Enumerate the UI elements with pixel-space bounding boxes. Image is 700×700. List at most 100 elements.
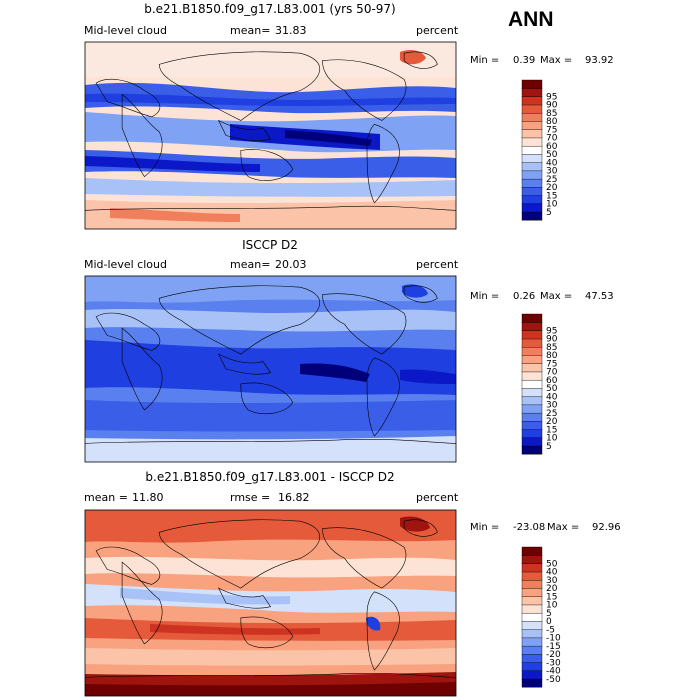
panel-model-units: percent xyxy=(416,24,459,37)
colorbar-diff-level-label: -5 xyxy=(546,625,555,635)
panel-diff-rmse: 16.82 xyxy=(278,491,310,504)
model-greenland-peak xyxy=(400,50,426,65)
colorbar-diff-level-label: -40 xyxy=(546,667,561,677)
panel-model-min-label: Min = xyxy=(470,55,500,66)
obs-antarctic xyxy=(85,436,456,462)
model-sh-dark xyxy=(85,156,260,172)
model-coastline-4 xyxy=(240,149,294,181)
colorbar-diff-swatch-11 xyxy=(521,587,543,597)
colorbar-obs-swatch-9 xyxy=(521,371,543,381)
colorbar-obs-swatch-7 xyxy=(521,387,543,397)
model-map-frame xyxy=(84,41,457,230)
colorbar-diff-swatch-8 xyxy=(521,612,543,622)
colorbar-model-swatch-6 xyxy=(521,162,543,172)
colorbar-diff-swatch-6 xyxy=(521,629,543,639)
colorbar-obs-swatch-16 xyxy=(521,313,543,323)
colorbar-model-level-label: 60 xyxy=(546,142,558,152)
colorbar-diff-swatch-4 xyxy=(521,645,543,655)
colorbar-model-swatch-11 xyxy=(521,120,543,130)
panel-model-min: 0.39 xyxy=(513,55,536,66)
colorbar-obs-swatch-15 xyxy=(521,322,543,331)
colorbar-diff-swatch-12 xyxy=(521,579,543,589)
colorbar-diff-level-label: 5 xyxy=(546,609,552,619)
colorbar-obs-swatch-6 xyxy=(521,396,543,406)
panel-model-mean-label: mean= xyxy=(230,24,271,37)
diff-coastline-2 xyxy=(158,519,321,589)
colorbar-obs-swatch-5 xyxy=(521,404,543,414)
panel-obs-min-label: Min = xyxy=(470,291,500,302)
colorbar-obs-swatch-8 xyxy=(521,379,543,389)
colorbar-diff-swatch-7 xyxy=(521,620,543,630)
colorbar-obs-level-label: 90 xyxy=(546,335,558,345)
season-label: ANN xyxy=(508,8,554,31)
obs-coastline-2 xyxy=(158,285,321,355)
colorbar-obs-level-label: 30 xyxy=(546,401,558,411)
colorbar-model-swatch-15 xyxy=(521,88,543,97)
colorbar-diff-level-label: 15 xyxy=(546,592,557,602)
model-coastline-1 xyxy=(121,93,163,178)
colorbar-model-level-label: 10 xyxy=(546,200,558,210)
obs-coastline-6 xyxy=(366,357,400,437)
colorbar-obs-swatch-14 xyxy=(521,330,543,340)
model-nh-core xyxy=(85,93,456,106)
diff-sh-core xyxy=(150,624,320,635)
colorbar-obs-swatch-12 xyxy=(521,346,543,356)
colorbar-obs-swatch-10 xyxy=(521,363,543,373)
colorbar-model-swatch-1 xyxy=(521,203,543,213)
model-coastline-2 xyxy=(158,51,321,121)
colorbar-model-level-label: 70 xyxy=(546,134,558,144)
colorbar-obs-swatch-4 xyxy=(521,412,543,422)
colorbar-obs-level-label: 70 xyxy=(546,368,558,378)
diff-coastline-0 xyxy=(95,546,161,585)
colorbar-obs-level-label: 75 xyxy=(546,359,557,369)
model-coastline-6 xyxy=(366,123,400,204)
panel-obs-max: 47.53 xyxy=(585,291,614,302)
colorbar-model-level-label: 20 xyxy=(546,183,558,193)
colorbar-diff-level-label: -15 xyxy=(546,642,561,652)
panel-obs-variable: Mid-level cloud xyxy=(84,258,167,271)
model-coastline-5 xyxy=(322,59,407,121)
model-coastline-7 xyxy=(403,51,438,69)
colorbar-obs-level-label: 80 xyxy=(546,351,558,361)
colorbar-diff-level-label: 10 xyxy=(546,601,558,611)
colorbar-diff-swatch-1 xyxy=(521,670,543,680)
panel-obs-units: percent xyxy=(416,258,459,271)
colorbar-model-swatch-0 xyxy=(521,211,543,221)
colorbar-obs-swatch-1 xyxy=(521,437,543,447)
panel-obs-mean: 20.03 xyxy=(275,258,307,271)
obs-coastline-1 xyxy=(121,327,163,411)
colorbar-obs-swatch-0 xyxy=(521,445,543,455)
model-antarctic xyxy=(85,200,456,229)
colorbar-model-swatch-8 xyxy=(521,145,543,155)
colorbar-diff-level-label: -30 xyxy=(546,658,561,668)
model-nh-storm-band xyxy=(85,82,456,114)
colorbar-obs-level-label: 25 xyxy=(546,409,557,419)
panel-diff-title: b.e21.B1850.f09_g17.L83.001 - ISCCP D2 xyxy=(145,470,395,484)
colorbar-diff-level-label: 50 xyxy=(546,559,558,569)
colorbar-diff-level-label: 30 xyxy=(546,576,558,586)
obs-map-frame xyxy=(84,275,457,463)
diff-coastline-8 xyxy=(84,673,457,678)
obs-sh-band xyxy=(85,400,456,432)
colorbar-diff-swatch-14 xyxy=(521,563,543,573)
obs-coastline-7 xyxy=(403,285,438,303)
colorbar-model-swatch-2 xyxy=(521,195,543,205)
panel-model-max: 93.92 xyxy=(585,55,614,66)
diff-coastline-3 xyxy=(217,587,271,609)
obs-coastline-5 xyxy=(322,293,407,355)
colorbar-model-level-label: 50 xyxy=(546,150,558,160)
colorbar-model-swatch-9 xyxy=(521,137,543,147)
diff-andes-low xyxy=(366,616,381,631)
colorbar-obs-swatch-11 xyxy=(521,354,543,364)
panel-diff-max-label: Max = xyxy=(547,522,580,533)
panel-model-max-label: Max = xyxy=(540,55,573,66)
colorbar-model-swatch-5 xyxy=(521,170,543,180)
colorbar-model-level-label: 75 xyxy=(546,125,557,135)
colorbar-obs-level-label: 85 xyxy=(546,343,557,353)
colorbar-diff-level-label: -10 xyxy=(546,634,561,644)
colorbar-diff-level-label: 0 xyxy=(546,617,552,627)
